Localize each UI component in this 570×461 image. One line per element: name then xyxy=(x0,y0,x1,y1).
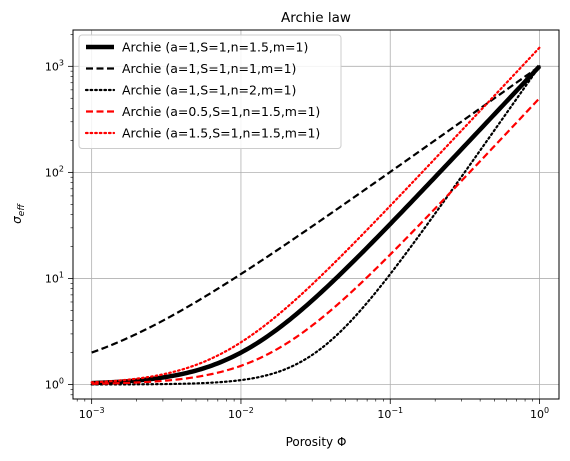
legend-label-0: Archie (a=1,S=1,n=1.5,m=1) xyxy=(122,40,308,55)
x-tick-label: 10−1 xyxy=(377,406,403,421)
series-line-0 xyxy=(91,64,542,386)
x-axis-label: Porosity Φ xyxy=(286,435,347,449)
legend-label-1: Archie (a=1,S=1,n=1,m=1) xyxy=(122,61,296,76)
series-line-4 xyxy=(90,46,541,384)
y-tick-label: 100 xyxy=(45,377,64,392)
chart-title: Archie law xyxy=(281,10,351,26)
legend-label-3: Archie (a=0.5,S=1,n=1.5,m=1) xyxy=(122,104,320,119)
y-tick-label: 103 xyxy=(45,58,64,73)
y-axis-label-base: σ xyxy=(10,216,24,224)
y-axis-label-sub: eff xyxy=(17,203,27,217)
y-tick-label: 102 xyxy=(45,164,64,179)
y-tick-label: 101 xyxy=(45,270,64,285)
x-tick-label: 10−3 xyxy=(79,406,105,421)
data-series xyxy=(90,46,542,386)
y-axis-label: σeff xyxy=(10,203,27,224)
series-line-3 xyxy=(91,97,541,385)
legend-label-4: Archie (a=1.5,S=1,n=1.5,m=1) xyxy=(122,126,320,141)
legend-label-2: Archie (a=1,S=1,n=2,m=1) xyxy=(122,83,296,98)
x-tick-label: 10−2 xyxy=(228,406,254,421)
axis-ticks: 10−3 10−2 10−1 100 100 101 102 103 xyxy=(45,34,549,421)
x-tick-label: 100 xyxy=(530,406,549,421)
legend: Archie (a=1,S=1,n=1.5,m=1) Archie (a=1,S=… xyxy=(78,34,342,149)
series-line-1 xyxy=(91,65,541,354)
series-line-2 xyxy=(90,65,541,386)
legend-box xyxy=(78,34,342,149)
